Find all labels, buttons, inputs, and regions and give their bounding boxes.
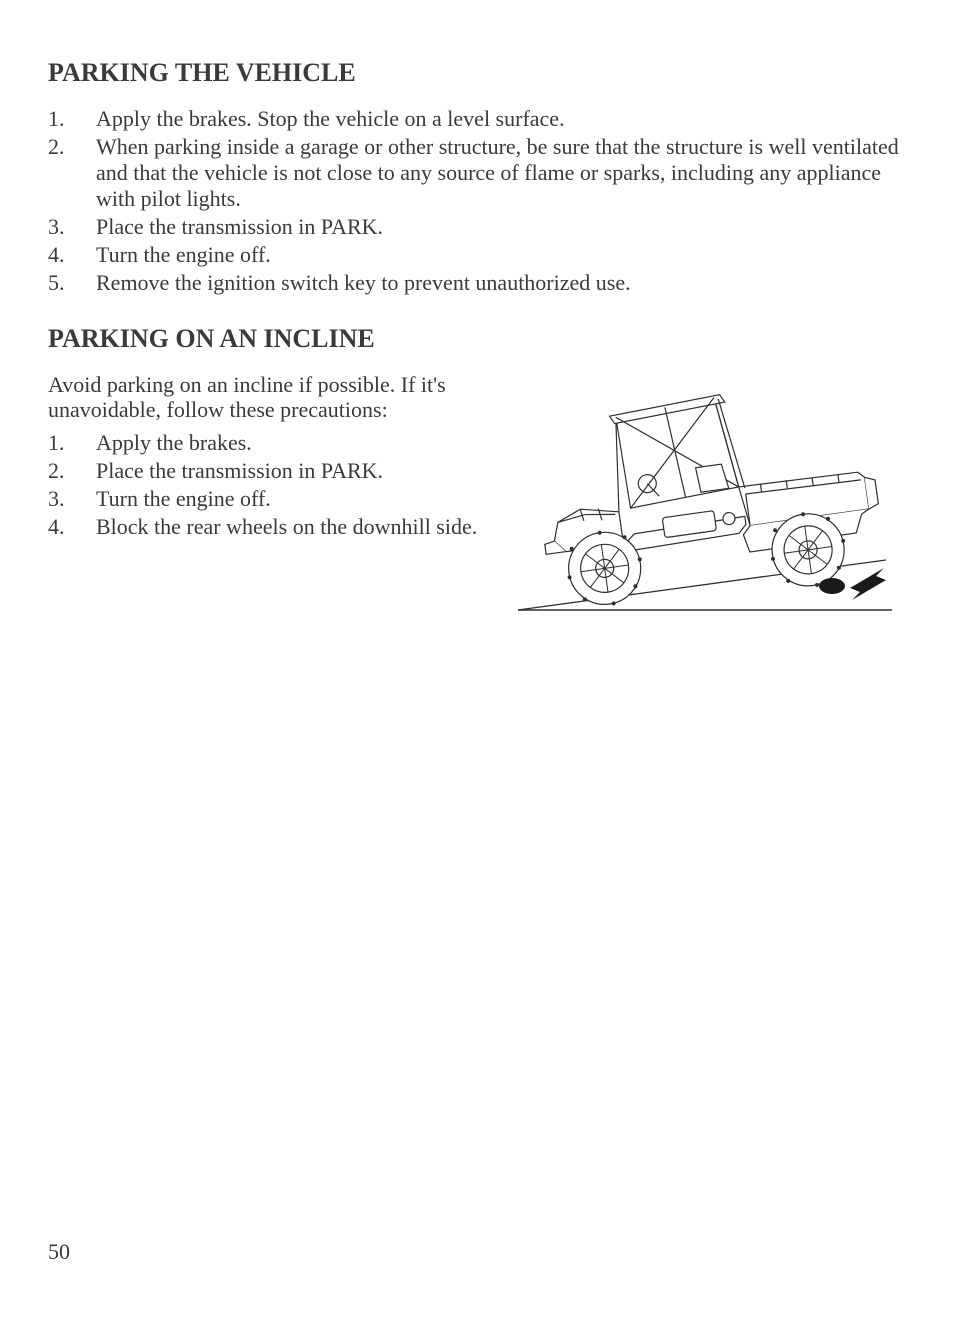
list-item: 4.Block the rear wheels on the downhill … [48, 514, 492, 540]
section-parking-incline: PARKING ON AN INCLINE Avoid parking on a… [48, 324, 906, 627]
item-text: Apply the brakes. [96, 430, 492, 456]
item-text: When parking inside a garage or other st… [96, 134, 906, 212]
vehicle-on-incline-illustration [516, 372, 894, 622]
page-number: 50 [48, 1239, 70, 1265]
item-number: 4. [48, 514, 96, 540]
section1-list: 1.Apply the brakes. Stop the vehicle on … [48, 106, 906, 296]
section2-intro: Avoid parking on an incline if possible.… [48, 372, 492, 423]
item-text: Turn the engine off. [96, 486, 492, 512]
item-text: Place the transmission in PARK. [96, 458, 492, 484]
list-item: 5.Remove the ignition switch key to prev… [48, 270, 906, 296]
list-item: 2.When parking inside a garage or other … [48, 134, 906, 212]
list-item: 2.Place the transmission in PARK. [48, 458, 492, 484]
section2-title: PARKING ON AN INCLINE [48, 324, 906, 354]
list-item: 3.Turn the engine off. [48, 486, 492, 512]
list-item: 1.Apply the brakes. Stop the vehicle on … [48, 106, 906, 132]
item-number: 3. [48, 486, 96, 512]
item-text: Remove the ignition switch key to preven… [96, 270, 906, 296]
item-number: 1. [48, 106, 96, 132]
item-text: Apply the brakes. Stop the vehicle on a … [96, 106, 906, 132]
item-number: 3. [48, 214, 96, 240]
section2-list: 1.Apply the brakes. 2.Place the transmis… [48, 430, 492, 540]
list-item: 4.Turn the engine off. [48, 242, 906, 268]
list-item: 3.Place the transmission in PARK. [48, 214, 906, 240]
item-text: Turn the engine off. [96, 242, 906, 268]
section2-text-column: Avoid parking on an incline if possible.… [48, 372, 492, 542]
item-number: 1. [48, 430, 96, 456]
item-text: Place the transmission in PARK. [96, 214, 906, 240]
section-parking-vehicle: PARKING THE VEHICLE 1.Apply the brakes. … [48, 58, 906, 296]
item-text: Block the rear wheels on the downhill si… [96, 514, 492, 540]
item-number: 2. [48, 458, 96, 484]
item-number: 4. [48, 242, 96, 268]
list-item: 1.Apply the brakes. [48, 430, 492, 456]
section2-illustration-column [516, 372, 906, 627]
section1-title: PARKING THE VEHICLE [48, 58, 906, 88]
item-number: 2. [48, 134, 96, 212]
item-number: 5. [48, 270, 96, 296]
